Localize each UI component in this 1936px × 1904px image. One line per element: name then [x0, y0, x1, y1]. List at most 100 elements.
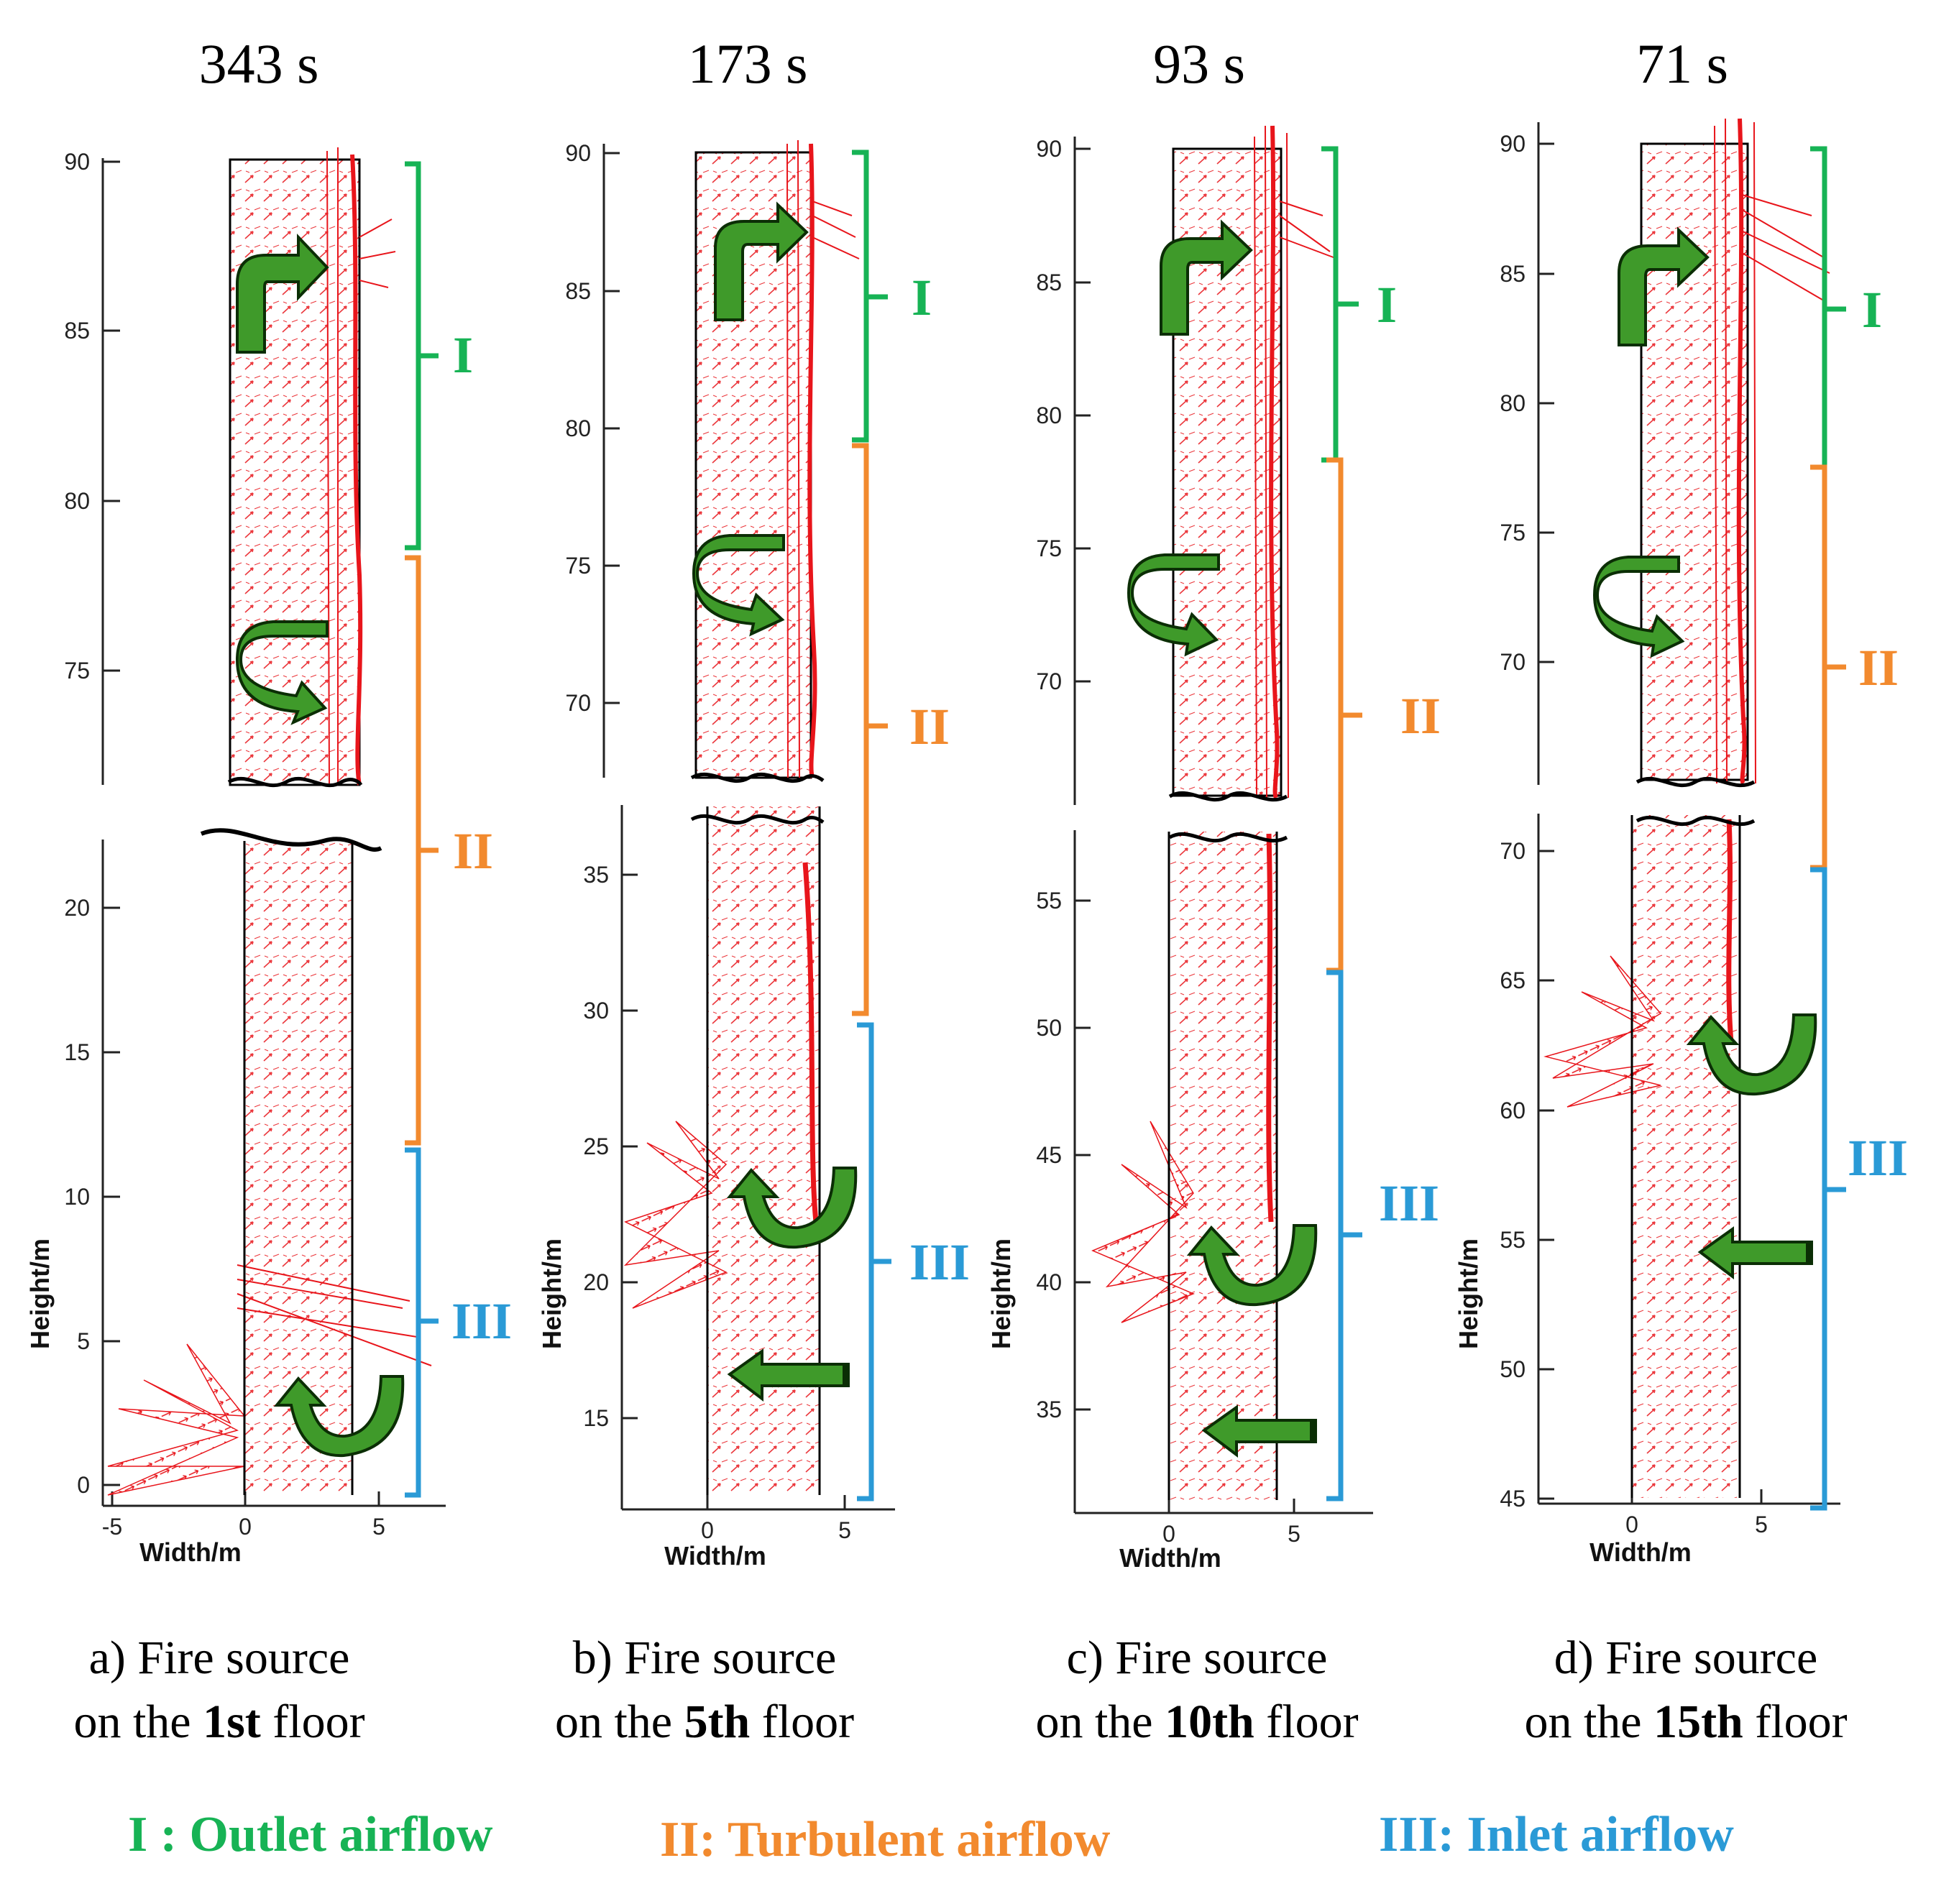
inlet-swirl-arrow — [273, 1375, 405, 1458]
zone-i-bracket — [1810, 146, 1827, 470]
axis-break-mark — [690, 814, 825, 825]
inlet-jet-vectors — [107, 1343, 246, 1496]
axis-break-mark — [1635, 776, 1756, 788]
velocity-vector-field — [1169, 832, 1277, 1500]
panel-a-flow-arrows — [235, 234, 405, 1458]
panel-d-caption-line1: d) Fire source — [1554, 1632, 1818, 1684]
x-axis-label: Width/m — [139, 1537, 242, 1567]
zone-iii-label: III — [1379, 1174, 1439, 1232]
outlet-turn-arrow — [1618, 226, 1710, 346]
y-tick-label: 15 — [583, 1405, 609, 1431]
y-tick-label: 80 — [64, 488, 90, 514]
y-axis-label: Height/m — [25, 1238, 55, 1349]
panel-c-upper-plot: 90 85 80 75 70 — [1036, 125, 1338, 805]
legend-turbulent-airflow: II: Turbulent airflow — [660, 1812, 1111, 1867]
shaft-outline — [229, 158, 361, 786]
legend: I : Outlet airflow II: Turbulent airflow… — [128, 1807, 1734, 1867]
x-tick-label: 5 — [1755, 1512, 1768, 1537]
y-tick-label: 70 — [1036, 668, 1062, 694]
zone-iii-label: III — [1848, 1129, 1908, 1187]
y-tick-label: 55 — [1500, 1227, 1526, 1253]
y-tick-label: 60 — [1500, 1098, 1526, 1123]
panel-d: 71 s 90 85 80 75 70 — [1454, 32, 1908, 1748]
panel-b-caption-line2: on the 5th floor — [555, 1696, 854, 1748]
shaft-outline — [1640, 142, 1749, 781]
plume-line — [350, 154, 363, 786]
legend-inlet-airflow: III: Inlet airflow — [1379, 1807, 1734, 1862]
panel-b: 173 s 90 85 80 75 70 — [537, 32, 970, 1748]
panel-a-caption-line1: a) Fire source — [89, 1632, 350, 1684]
zone-iii-bracket — [1810, 867, 1827, 1511]
legend-outlet-airflow: I : Outlet airflow — [128, 1807, 493, 1862]
zone-iii-label: III — [909, 1233, 970, 1291]
x-tick-label: -5 — [102, 1514, 122, 1540]
panel-a-upper-plot: 90 85 80 75 — [64, 147, 396, 788]
panel-a-time: 343 s — [199, 32, 319, 95]
x-tick-label: 0 — [701, 1517, 714, 1543]
y-tick-label: 35 — [1036, 1397, 1062, 1422]
panel-d-time: 71 s — [1636, 32, 1728, 95]
panel-b-zone-brackets: I II III — [852, 150, 970, 1501]
axis-break-mark — [1168, 791, 1288, 802]
y-tick-label: 55 — [1036, 888, 1062, 914]
axis-break-mark — [200, 828, 382, 852]
y-tick-label: 10 — [64, 1184, 90, 1210]
y-tick-label: 65 — [1500, 967, 1526, 993]
panel-a-lower-plot: 20 15 10 5 0 -5 0 5 Width/m Height/m — [25, 828, 446, 1567]
y-tick-label: 80 — [1036, 403, 1062, 428]
panel-d-upper-plot: 90 85 80 75 70 — [1500, 118, 1830, 788]
zone-i-bracket — [852, 150, 869, 443]
zone-ii-bracket — [852, 443, 869, 1016]
y-tick-label: 85 — [565, 278, 591, 304]
zone-ii-bracket — [405, 555, 421, 1146]
zone-i-label: I — [1862, 281, 1882, 339]
plume-line — [807, 143, 817, 778]
y-tick-label: 35 — [583, 862, 609, 888]
inlet-jet-vectors — [1091, 1121, 1195, 1323]
y-tick-label: 90 — [64, 149, 90, 175]
zone-ii-bracket — [1326, 457, 1344, 973]
zone-i-label: I — [912, 269, 932, 326]
x-axis-label: Width/m — [1589, 1537, 1692, 1567]
recirculation-arrow — [1127, 553, 1220, 657]
y-tick-label: 85 — [64, 318, 90, 344]
panel-c-caption-line2: on the 10th floor — [1035, 1696, 1358, 1748]
y-tick-label: 85 — [1036, 270, 1062, 295]
y-tick-label: 75 — [64, 658, 90, 684]
y-tick-label: 80 — [565, 415, 591, 441]
y-axis-label: Height/m — [1454, 1238, 1483, 1349]
y-tick-label: 70 — [1500, 649, 1526, 675]
axis-break-mark — [1635, 815, 1756, 827]
zone-ii-label: II — [453, 822, 493, 880]
y-axis-label: Height/m — [986, 1238, 1016, 1349]
y-tick-label: 80 — [1500, 390, 1526, 416]
velocity-vector-field — [1632, 815, 1740, 1498]
y-tick-label: 75 — [565, 553, 591, 579]
x-axis-label: Width/m — [1119, 1543, 1221, 1573]
panel-d-flow-arrows — [1592, 226, 1817, 1280]
x-tick-label: 5 — [1288, 1521, 1300, 1547]
zone-i-label: I — [1377, 276, 1397, 334]
x-tick-label: 0 — [239, 1514, 252, 1540]
x-axis-label: Width/m — [664, 1541, 766, 1570]
axis-break-mark — [1168, 832, 1288, 843]
zone-i-label: I — [453, 326, 473, 384]
inlet-swirl-arrow — [726, 1167, 858, 1249]
y-tick-label: 50 — [1036, 1015, 1062, 1041]
y-tick-label: 90 — [1036, 136, 1062, 162]
y-tick-label: 25 — [583, 1133, 609, 1159]
y-tick-label: 75 — [1036, 535, 1062, 561]
panel-c-flow-arrows — [1127, 219, 1318, 1458]
inlet-jet-vectors — [623, 1121, 728, 1309]
panel-c-lower-plot: 55 50 45 40 35 0 5 Width/m Height/m — [986, 830, 1373, 1573]
panel-a: 343 s 90 85 80 75 20 — [25, 32, 512, 1748]
y-axis-label: Height/m — [537, 1238, 566, 1349]
y-tick-label: 0 — [77, 1472, 90, 1498]
axis-break-mark — [690, 772, 825, 783]
y-tick-label: 90 — [565, 140, 591, 166]
panel-a-zone-brackets: I II III — [405, 161, 512, 1498]
recirculation-arrow — [1592, 556, 1685, 658]
y-tick-label: 30 — [583, 998, 609, 1024]
zone-iii-bracket — [1326, 970, 1344, 1501]
